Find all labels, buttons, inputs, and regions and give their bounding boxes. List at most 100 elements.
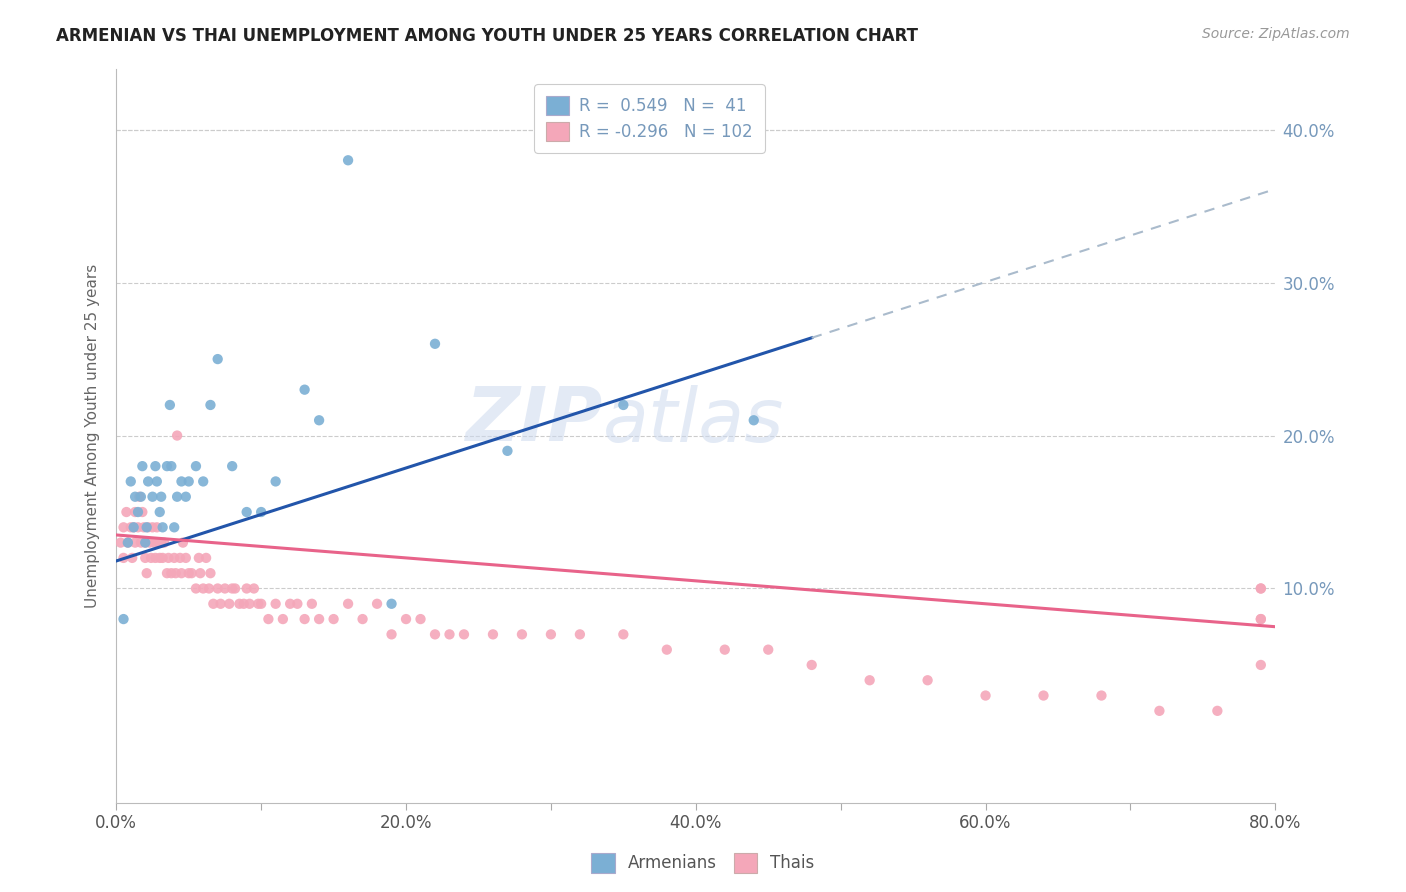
Point xyxy=(713,642,735,657)
Point xyxy=(148,535,170,549)
Point xyxy=(257,612,280,626)
Point xyxy=(139,550,162,565)
Point xyxy=(800,657,823,672)
Text: Source: ZipAtlas.com: Source: ZipAtlas.com xyxy=(1202,27,1350,41)
Point xyxy=(352,612,374,626)
Point xyxy=(1090,689,1112,703)
Point xyxy=(122,520,145,534)
Point xyxy=(232,597,254,611)
Point xyxy=(742,413,765,427)
Point xyxy=(153,535,176,549)
Point xyxy=(124,535,146,549)
Point xyxy=(264,475,287,489)
Point xyxy=(1206,704,1229,718)
Point xyxy=(859,673,882,688)
Point xyxy=(136,475,159,489)
Point xyxy=(322,612,344,626)
Point xyxy=(135,520,157,534)
Point xyxy=(165,566,187,581)
Point xyxy=(308,612,330,626)
Text: atlas: atlas xyxy=(603,384,785,457)
Point xyxy=(121,550,143,565)
Point xyxy=(184,459,207,474)
Point xyxy=(188,566,211,581)
Point xyxy=(395,612,418,626)
Point xyxy=(128,490,150,504)
Point xyxy=(163,550,186,565)
Point xyxy=(294,383,316,397)
Point xyxy=(278,597,301,611)
Y-axis label: Unemployment Among Youth under 25 years: Unemployment Among Youth under 25 years xyxy=(86,263,100,607)
Point xyxy=(209,597,232,611)
Text: ZIP: ZIP xyxy=(465,384,603,458)
Point xyxy=(568,627,591,641)
Point xyxy=(152,520,174,534)
Point xyxy=(156,566,179,581)
Point xyxy=(110,535,132,549)
Point xyxy=(193,475,215,489)
Point xyxy=(160,459,183,474)
Point xyxy=(453,627,475,641)
Point xyxy=(366,597,388,611)
Point xyxy=(207,582,229,596)
Point xyxy=(129,535,152,549)
Point xyxy=(655,642,678,657)
Point xyxy=(308,413,330,427)
Point xyxy=(510,627,533,641)
Point xyxy=(157,550,180,565)
Point xyxy=(380,597,402,611)
Point xyxy=(917,673,939,688)
Point xyxy=(169,550,191,565)
Point xyxy=(221,582,243,596)
Point xyxy=(301,597,323,611)
Point xyxy=(150,535,173,549)
Point xyxy=(145,550,167,565)
Point xyxy=(287,597,309,611)
Point xyxy=(187,550,209,565)
Point xyxy=(112,520,135,534)
Point xyxy=(131,505,153,519)
Point xyxy=(141,490,163,504)
Point xyxy=(423,627,446,641)
Point xyxy=(145,459,167,474)
Point xyxy=(294,612,316,626)
Point xyxy=(409,612,432,626)
Point xyxy=(135,566,157,581)
Point xyxy=(124,490,146,504)
Point xyxy=(177,475,200,489)
Point xyxy=(1250,612,1272,626)
Point xyxy=(120,475,142,489)
Point xyxy=(243,582,266,596)
Legend: Armenians, Thais: Armenians, Thais xyxy=(585,847,821,880)
Point xyxy=(1250,657,1272,672)
Point xyxy=(1032,689,1054,703)
Point xyxy=(141,520,163,534)
Point xyxy=(1149,704,1171,718)
Point xyxy=(122,520,145,534)
Point xyxy=(152,550,174,565)
Point xyxy=(612,398,634,412)
Point xyxy=(127,505,149,519)
Text: ARMENIAN VS THAI UNEMPLOYMENT AMONG YOUTH UNDER 25 YEARS CORRELATION CHART: ARMENIAN VS THAI UNEMPLOYMENT AMONG YOUT… xyxy=(56,27,918,45)
Point xyxy=(380,627,402,641)
Point xyxy=(496,443,519,458)
Point xyxy=(142,535,165,549)
Point xyxy=(228,597,250,611)
Point xyxy=(115,505,138,519)
Point xyxy=(193,582,215,596)
Point xyxy=(117,535,139,549)
Point xyxy=(250,505,273,519)
Point xyxy=(221,459,243,474)
Point xyxy=(149,550,172,565)
Point xyxy=(224,582,246,596)
Point xyxy=(131,459,153,474)
Point xyxy=(112,612,135,626)
Point xyxy=(195,550,218,565)
Point xyxy=(129,490,152,504)
Point xyxy=(337,597,360,611)
Point xyxy=(214,582,236,596)
Point xyxy=(198,582,221,596)
Point xyxy=(423,336,446,351)
Point xyxy=(170,475,193,489)
Point xyxy=(134,535,156,549)
